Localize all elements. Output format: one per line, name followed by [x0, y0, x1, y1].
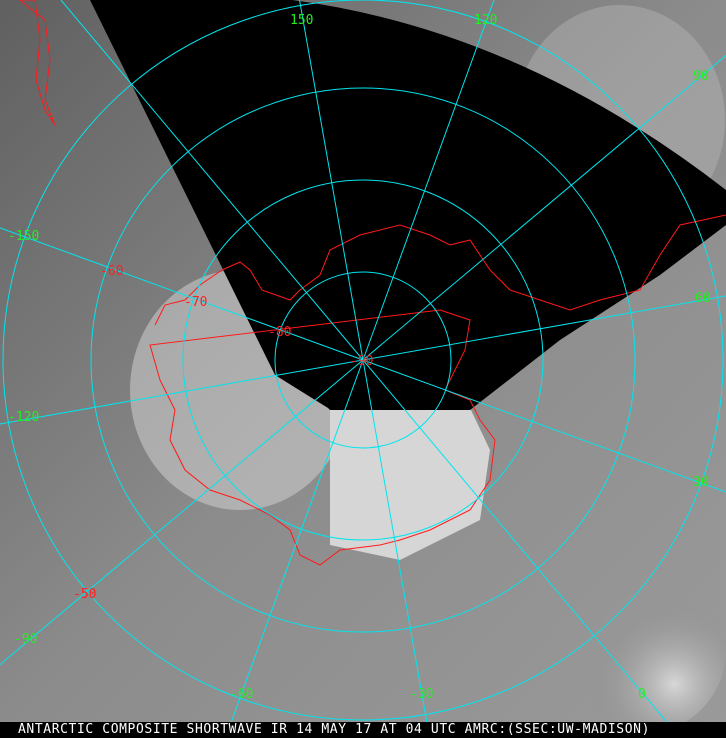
meridian-line [0, 359, 364, 425]
meridian-line [362, 55, 726, 361]
longitude-label: 60 [695, 291, 711, 306]
longitude-label: 150 [290, 13, 313, 28]
longitude-label: -90 [14, 632, 37, 647]
longitude-label: -120 [8, 410, 39, 425]
meridian-line [0, 359, 364, 665]
latitude-circle [274, 271, 452, 449]
longitude-label: 0 [638, 687, 646, 702]
graticule [0, 0, 726, 723]
longitude-label: -150 [8, 229, 39, 244]
latitude-label: -80 [268, 325, 291, 340]
meridian-line [362, 0, 495, 361]
ice-sheet-east [330, 408, 490, 560]
latitude-label: -70 [184, 295, 207, 310]
latitude-label: -60 [100, 264, 123, 279]
image-caption: ANTARCTIC COMPOSITE SHORTWAVE IR 14 MAY … [0, 722, 726, 738]
meridian-line [299, 0, 364, 361]
longitude-label: 90 [693, 69, 709, 84]
latitude-circle [90, 87, 636, 633]
longitude-label: -60 [230, 687, 253, 702]
meridian-line [362, 359, 428, 723]
longitude-label: 30 [693, 475, 709, 490]
latitude-circle [182, 179, 544, 541]
coastline-south-america [19, 0, 56, 126]
meridian-line [362, 359, 668, 723]
meridian-line [362, 359, 726, 493]
coastline-antarctica [149, 214, 726, 566]
cloud-system [554, 565, 726, 735]
meridian-line [0, 227, 364, 361]
meridian-line [362, 295, 726, 361]
latitude-label: -90 [350, 354, 373, 369]
latitude-label: -50 [73, 587, 96, 602]
longitude-label: -30 [410, 687, 433, 702]
no-data-region [90, 0, 726, 410]
meridian-line [230, 359, 364, 723]
meridian-line [60, 0, 364, 361]
latitude-circle [2, 0, 724, 721]
graticule-labels: 150 120 90 60 30 0 -30 -60 -90 -120 -150 -50 -60 -70 -… [8, 13, 711, 702]
longitude-label: 120 [474, 13, 497, 28]
